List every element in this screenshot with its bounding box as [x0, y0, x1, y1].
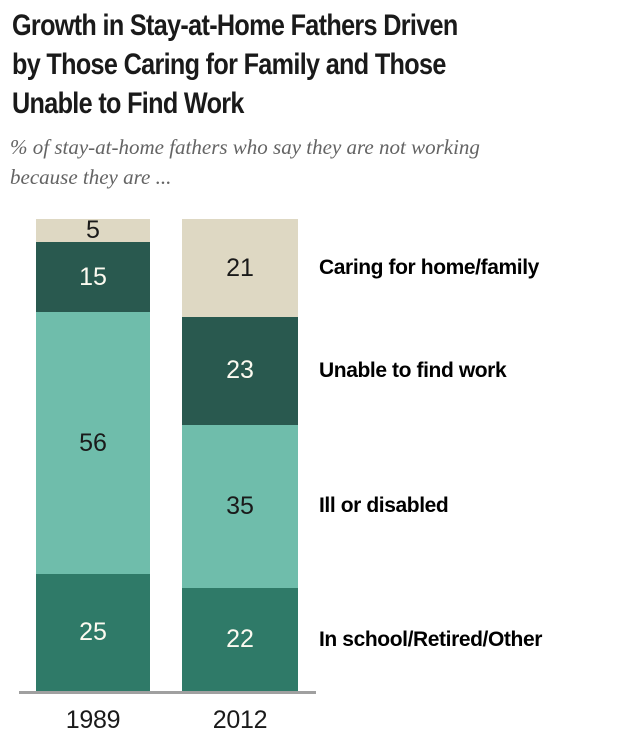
segment-value-label: 25 — [79, 618, 107, 647]
chart-title: Growth in Stay-at-Home Fathers Driven by… — [12, 6, 458, 123]
x-axis-baseline — [19, 691, 316, 694]
stacked-bar-1989: 5 15 56 25 — [36, 216, 150, 691]
series-label: Caring for home/family — [319, 256, 539, 280]
bar-segment: 35 — [182, 424, 298, 589]
x-axis-tick-label: 1989 — [65, 706, 121, 734]
bar-segment: 21 — [182, 219, 298, 318]
chart-title-line-2: by Those Caring for Family and Those — [12, 48, 446, 81]
chart-title-line-1: Growth in Stay-at-Home Fathers Driven — [12, 9, 458, 42]
x-axis-tick-label: 2012 — [212, 706, 268, 734]
segment-value-label: 5 — [86, 216, 100, 245]
segment-value-label: 23 — [226, 356, 254, 385]
bar-segment: 22 — [182, 588, 298, 691]
segment-value-label: 22 — [226, 625, 254, 654]
bar-segment: 5 — [36, 216, 150, 245]
bar-segment: 56 — [36, 312, 150, 575]
chart-subtitle-line-2: because they are ... — [10, 165, 172, 189]
bar-segment: 23 — [182, 317, 298, 425]
chart-title-line-3: Unable to Find Work — [12, 87, 244, 120]
series-label: Unable to find work — [319, 358, 507, 382]
segment-value-label: 15 — [79, 262, 107, 291]
stacked-bar-2012: 21 23 35 22 — [182, 219, 298, 691]
segment-value-label: 56 — [79, 428, 107, 457]
chart-subtitle-line-1: % of stay-at-home fathers who say they a… — [10, 135, 480, 159]
series-label: In school/Retired/Other — [319, 627, 542, 651]
bar-segment: 15 — [36, 242, 150, 313]
chart-subtitle: % of stay-at-home fathers who say they a… — [10, 132, 480, 192]
stacked-bar-chart: 5 15 56 25 1989 21 23 35 22 2012 Caring for home/f… — [0, 216, 631, 746]
segment-value-label: 21 — [226, 253, 254, 282]
series-label: Ill or disabled — [319, 494, 449, 518]
bar-segment: 25 — [36, 574, 150, 691]
segment-value-label: 35 — [226, 491, 254, 520]
